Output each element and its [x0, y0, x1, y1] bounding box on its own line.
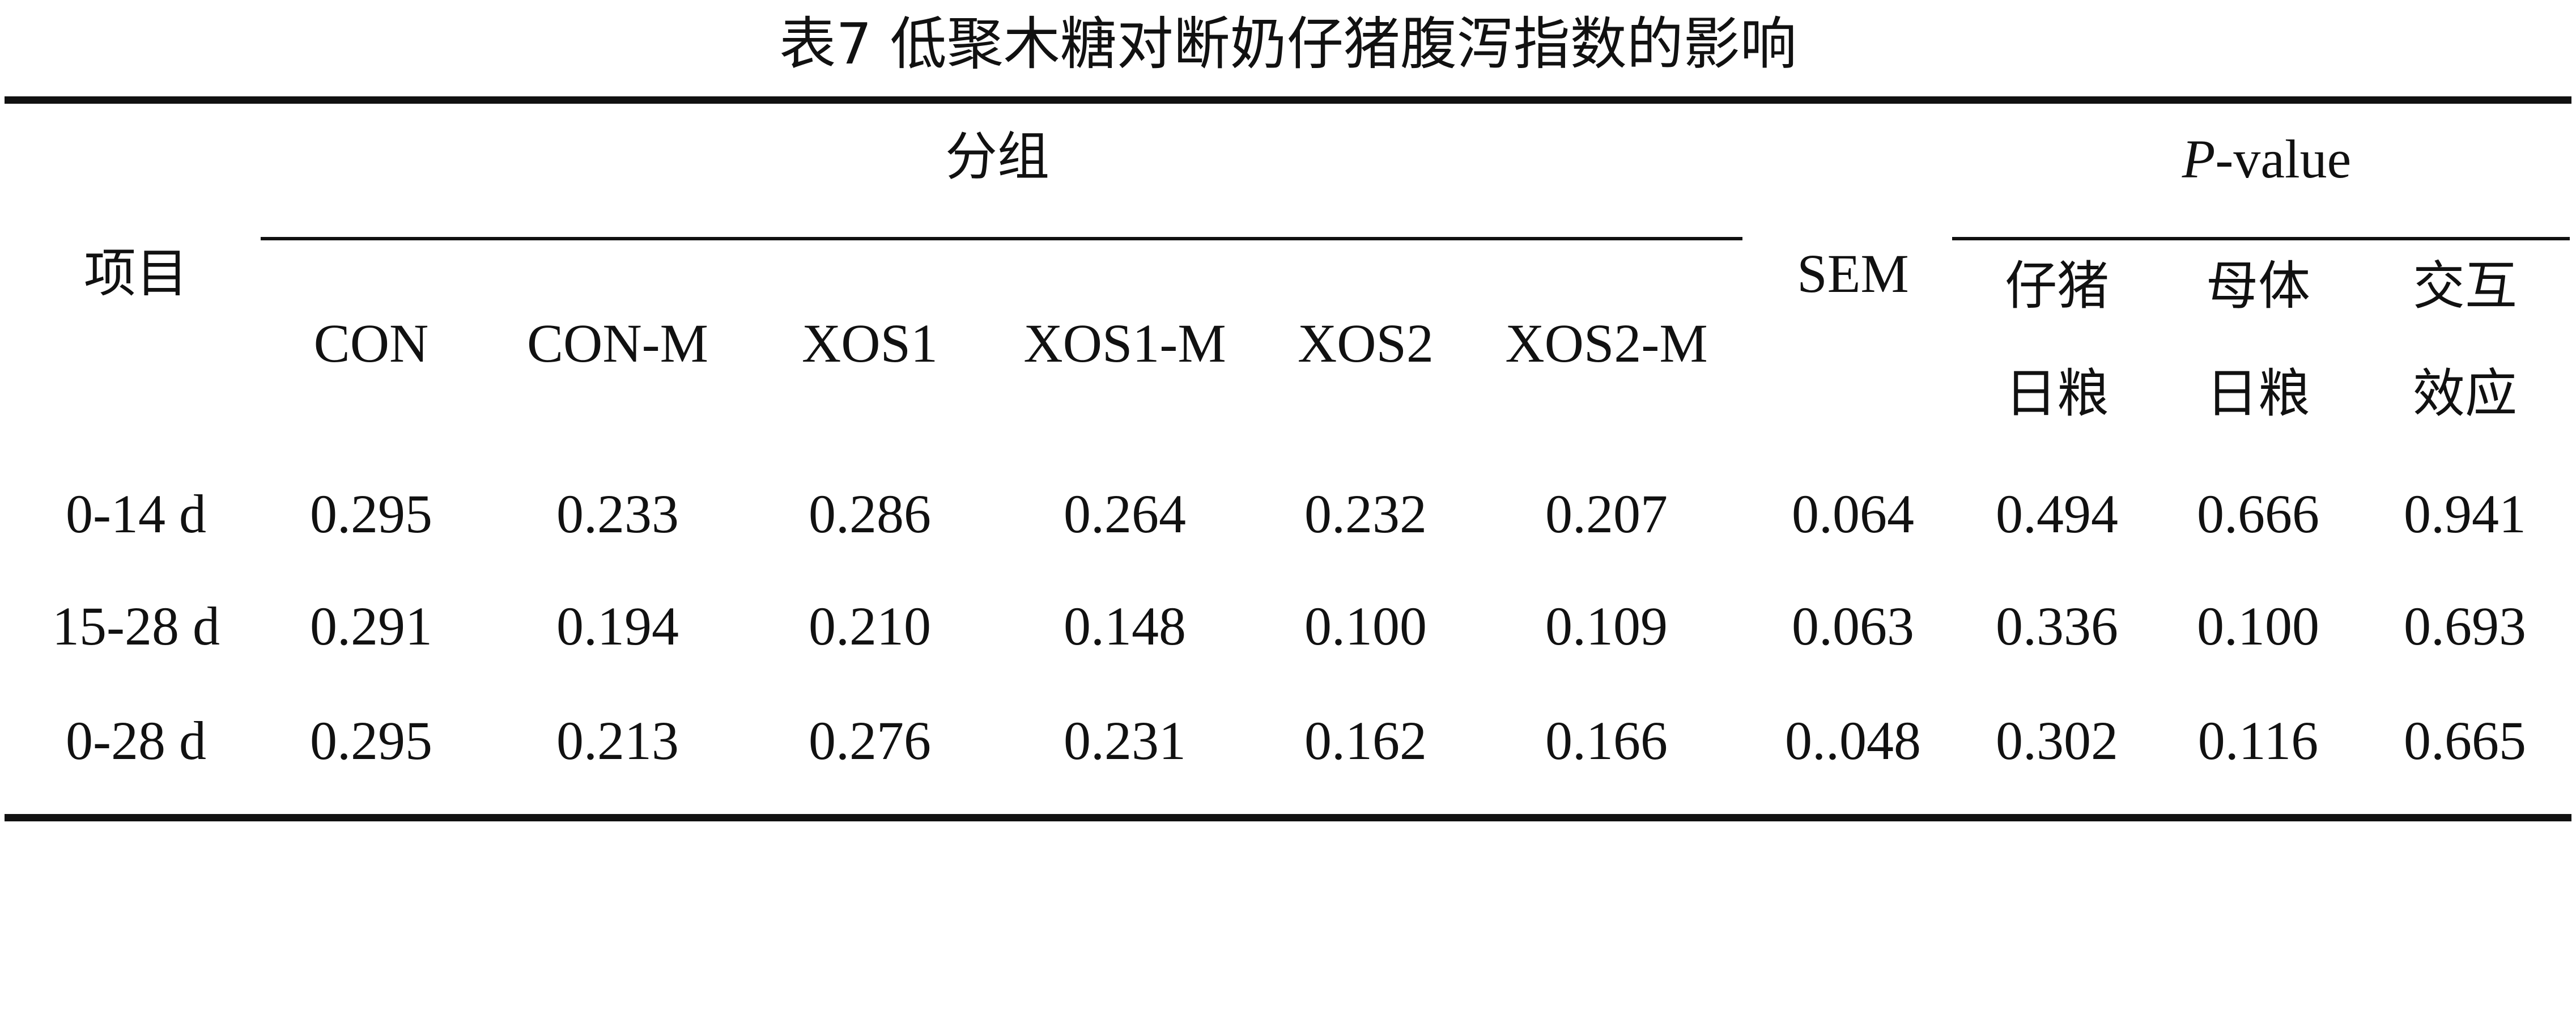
table-cell: 0.264 — [1064, 484, 1186, 544]
row-label: 0-14 d — [66, 484, 206, 544]
table-cell: 0.232 — [1304, 484, 1427, 544]
pvalue-cell: 0.693 — [2404, 596, 2526, 656]
top-rule — [5, 96, 2571, 104]
sem-cell: 0..048 — [1785, 710, 1921, 771]
pvalue-cell: 0.665 — [2404, 710, 2526, 771]
group-col-header: CON-M — [526, 313, 708, 374]
table-cell: 0.295 — [310, 484, 432, 544]
table-cell: 0.194 — [556, 596, 679, 656]
pvalue-cell: 0.100 — [2197, 596, 2319, 656]
pcol-header-line1: 仔猪 — [2004, 256, 2109, 316]
table-cell: 0.233 — [556, 484, 679, 544]
pvalue-cell: 0.666 — [2197, 484, 2319, 544]
header-group: 分组 — [945, 126, 1049, 187]
table-title: 表7 低聚木糖对断奶仔猪腹泻指数的影响 — [779, 11, 1797, 77]
pvalue-rest-label: -value — [2215, 129, 2352, 189]
table-cell: 0.210 — [809, 596, 931, 656]
table-cell: 0.162 — [1304, 710, 1427, 771]
table-cell: 0.276 — [809, 710, 931, 771]
group-col-header: XOS1-M — [1023, 313, 1226, 374]
table-cell: 0.295 — [310, 710, 432, 771]
table-cell: 0.100 — [1304, 596, 1427, 656]
group-col-header: XOS2-M — [1505, 313, 1708, 374]
group-col-header: XOS2 — [1297, 313, 1434, 374]
bottom-rule — [5, 814, 2571, 821]
group-col-header: CON — [313, 313, 429, 374]
pvalue-cell: 0.116 — [2197, 710, 2319, 771]
row-label: 0-28 d — [66, 710, 206, 771]
row-label: 15-28 d — [52, 596, 220, 656]
pvalue-cell: 0.336 — [1996, 596, 2118, 656]
table-cell: 0.148 — [1064, 596, 1186, 656]
pvalue-cell: 0.302 — [1996, 710, 2118, 771]
pcol-header-line1: 交互 — [2412, 256, 2517, 316]
pvalue-cell: 0.494 — [1996, 484, 2118, 544]
header-pvalue: P-value — [2040, 128, 2493, 190]
table-cell: 0.286 — [809, 484, 931, 544]
table-cell: 0.291 — [310, 596, 432, 656]
table-cell: 0.166 — [1545, 710, 1668, 771]
table-cell: 0.109 — [1545, 596, 1668, 656]
group-col-header: XOS1 — [801, 313, 938, 374]
table-cell: 0.231 — [1064, 710, 1186, 771]
header-sem: SEM — [1797, 243, 1909, 304]
pcol-header-line1: 母体 — [2205, 256, 2310, 316]
pcol-header-line2: 效应 — [2412, 363, 2517, 424]
pvalue-cell: 0.941 — [2404, 484, 2526, 544]
pvalue-p-label: P — [2182, 129, 2216, 189]
pcol-header-line2: 日粮 — [2004, 363, 2109, 424]
header-item: 项目 — [83, 243, 188, 304]
table-cell: 0.213 — [556, 710, 679, 771]
pvalue-underline — [1952, 237, 2570, 240]
group-underline — [261, 237, 1742, 240]
sem-cell: 0.064 — [1792, 484, 1914, 544]
sem-cell: 0.063 — [1792, 596, 1914, 656]
table-cell: 0.207 — [1545, 484, 1668, 544]
pcol-header-line2: 日粮 — [2205, 363, 2310, 424]
